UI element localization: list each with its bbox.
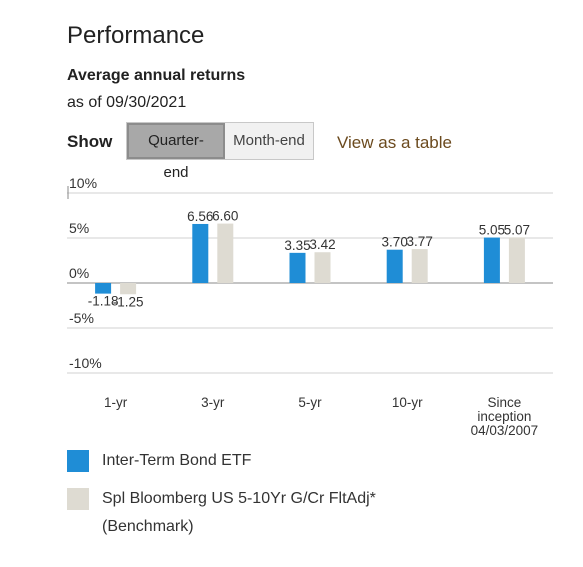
y-tick-label: 5% xyxy=(69,220,89,236)
grid-layer xyxy=(67,192,553,374)
y-tick-label: 0% xyxy=(69,265,89,281)
data-label: 6.60 xyxy=(212,209,238,224)
x-tick-label: Since xyxy=(488,395,522,410)
y-tick-label: -5% xyxy=(69,310,94,326)
bar xyxy=(95,283,112,294)
label-layer: -1.18-1.25 6.566.60 3.353.42 3.703.77 5.055.… xyxy=(88,209,530,310)
as-of-date: as of 09/30/2021 xyxy=(67,94,187,111)
bar xyxy=(508,237,525,283)
legend-swatch-fund xyxy=(67,450,89,472)
x-tick-label: 5-yr xyxy=(298,395,322,410)
data-label: -1.18 xyxy=(88,294,119,309)
x-tick-label: 04/03/2007 xyxy=(471,423,539,438)
data-label: 3.70 xyxy=(382,235,408,250)
chart-legend: Inter-Term Bond ETF Spl Bloomberg US 5-1… xyxy=(67,447,487,547)
data-label: 6.56 xyxy=(187,209,213,224)
returns-subtitle: Average annual returns xyxy=(67,67,246,84)
x-tick-label: inception xyxy=(477,409,531,424)
x-tick-label: 3-yr xyxy=(201,395,225,410)
x-tick-label: 1-yr xyxy=(104,395,128,410)
bar xyxy=(217,223,234,283)
bar xyxy=(411,249,428,283)
quarter-end-button[interactable]: Quarter-end xyxy=(127,123,225,181)
page-title: Performance xyxy=(67,22,205,49)
bar xyxy=(314,252,331,283)
month-end-button[interactable]: Month-end xyxy=(225,123,313,159)
bar-layer xyxy=(95,223,525,295)
show-label: Show xyxy=(67,132,113,151)
data-label: 5.05 xyxy=(479,223,505,238)
bar xyxy=(289,252,306,283)
x-tick-label: 10-yr xyxy=(392,395,423,410)
data-label: 3.42 xyxy=(309,237,335,252)
y-tick-label: 10% xyxy=(69,175,97,191)
data-label: 3.35 xyxy=(284,238,310,253)
period-toggle: Quarter-end Month-end xyxy=(126,122,314,181)
data-label: 3.77 xyxy=(407,234,433,249)
view-as-table-link[interactable]: View as a table xyxy=(337,133,452,152)
legend-swatch-benchmark xyxy=(67,488,89,510)
axis-layer: 10% 5% 0% -5% -10% 1-yr 3-yr 5-yr 10-yr Sinceince… xyxy=(67,175,539,438)
legend-label-fund: Inter-Term Bond ETF xyxy=(102,452,252,469)
data-label: -1.25 xyxy=(113,294,144,309)
bar xyxy=(483,237,500,283)
y-tick-label: -10% xyxy=(69,355,102,371)
bar xyxy=(120,283,137,295)
bar xyxy=(386,249,403,283)
legend-label-benchmark: Spl Bloomberg US 5-10Yr G/Cr FltAdj* (Be… xyxy=(102,490,376,535)
data-label: 5.07 xyxy=(504,222,530,237)
bar xyxy=(192,223,209,283)
performance-bar-chart: -1.18-1.25 6.566.60 3.353.42 3.703.77 5.055.… xyxy=(67,175,553,438)
